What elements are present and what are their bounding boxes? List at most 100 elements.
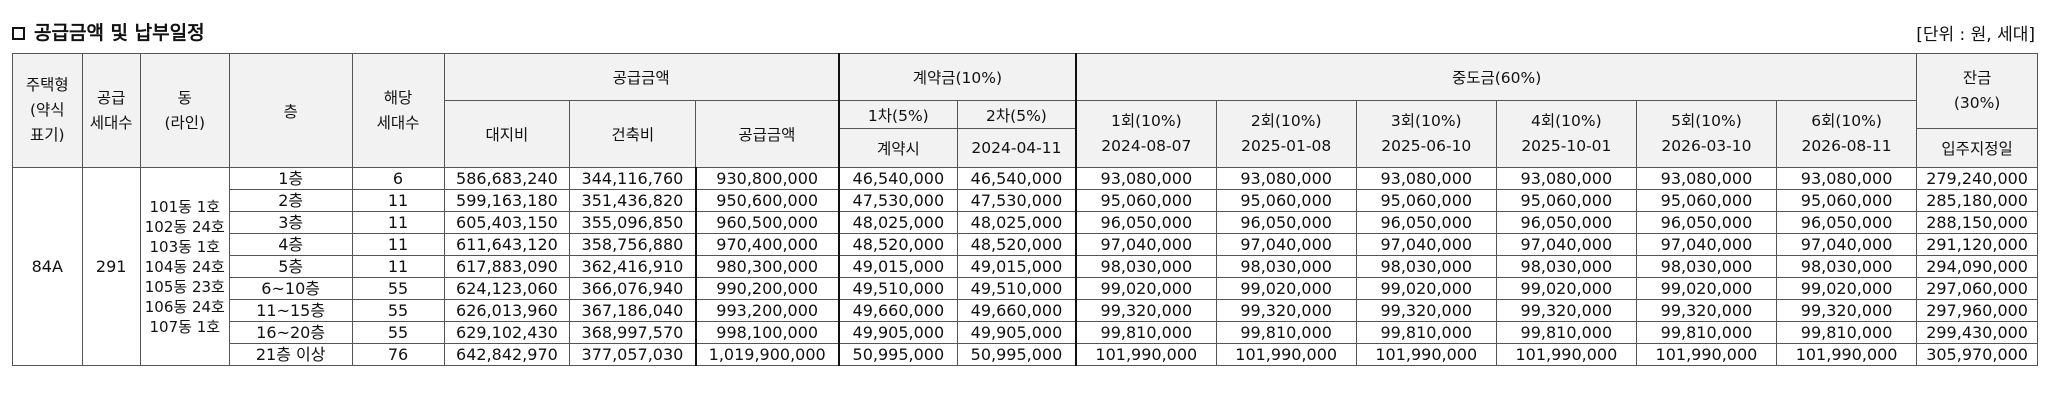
cell-supply-total: 930,800,000	[694, 167, 840, 190]
cell-floor: 6~10층	[228, 277, 353, 300]
cell-deposit-2: 48,025,000	[956, 211, 1078, 234]
cell-deposit-1: 48,520,000	[837, 233, 958, 256]
col-deposit-group: 계약금(10%)	[837, 53, 1078, 101]
cell-units: 55	[351, 321, 445, 344]
cell-interim-4: 93,080,000	[1495, 167, 1637, 190]
cell-interim-3: 99,810,000	[1355, 321, 1497, 344]
cell-supply-total: 998,100,000	[694, 321, 840, 344]
cell-interim-2: 96,050,000	[1215, 211, 1357, 234]
cell-interim-1: 101,990,000	[1075, 343, 1217, 366]
cell-interim-6: 99,020,000	[1775, 277, 1918, 300]
cell-floor: 3층	[228, 211, 353, 234]
cell-balance: 297,960,000	[1916, 299, 2038, 322]
cell-building: 366,076,940	[569, 277, 697, 300]
cell-building: 355,096,850	[569, 211, 697, 234]
cell-interim-4: 99,020,000	[1495, 277, 1637, 300]
cell-balance: 288,150,000	[1916, 211, 2038, 234]
table-row: 3층 11 605,403,150 355,096,850 960,500,000 48,…	[13, 211, 2038, 234]
cell-balance: 297,060,000	[1916, 277, 2038, 300]
col-balance: 잔금 (30%)	[1916, 53, 2038, 129]
cell-supply-total: 960,500,000	[694, 211, 840, 234]
cell-interim-1: 99,320,000	[1075, 299, 1217, 322]
cell-interim-4: 99,810,000	[1495, 321, 1637, 344]
cell-units: 55	[351, 277, 445, 300]
cell-interim-5: 95,060,000	[1635, 189, 1778, 212]
cell-interim-6: 97,040,000	[1775, 233, 1918, 256]
col-supply-amount-group: 공급금액	[443, 53, 840, 101]
cell-building: 351,436,820	[569, 189, 697, 212]
cell-interim-5: 97,040,000	[1635, 233, 1778, 256]
cell-interim-2: 93,080,000	[1215, 167, 1357, 190]
col-units: 해당 세대수	[351, 53, 445, 168]
col-interim-group: 중도금(60%)	[1075, 53, 1918, 101]
cell-interim-1: 97,040,000	[1075, 233, 1217, 256]
col-floor: 층	[228, 53, 353, 168]
cell-floor: 11~15층	[228, 299, 353, 322]
cell-supply-total: 1,019,900,000	[694, 343, 840, 366]
cell-deposit-1: 49,510,000	[837, 277, 958, 300]
col-interim-2: 2회(10%) 2025-01-08	[1215, 100, 1357, 168]
cell-interim-3: 98,030,000	[1355, 255, 1497, 278]
cell-land: 624,123,060	[443, 277, 571, 300]
cell-land: 642,842,970	[443, 343, 571, 366]
col-land: 대지비	[443, 100, 571, 168]
col-dong: 동 (라인)	[139, 53, 230, 168]
cell-deposit-1: 48,025,000	[837, 211, 958, 234]
cell-floor: 21층 이상	[228, 343, 353, 366]
cell-deposit-2: 50,995,000	[956, 343, 1078, 366]
cell-units: 11	[351, 233, 445, 256]
cell-building: 358,756,880	[569, 233, 697, 256]
cell-interim-4: 101,990,000	[1495, 343, 1637, 366]
unit-note: [단위 : 원, 세대]	[1916, 25, 2035, 45]
cell-floor: 4층	[228, 233, 353, 256]
cell-dong-lines: 101동 1호 102동 24호 103동 1호 104동 24호 105동 23호 10…	[139, 167, 230, 366]
col-supply-households: 공급 세대수	[81, 53, 141, 168]
col-balance-when: 입주지정일	[1916, 128, 2038, 168]
cell-interim-6: 96,050,000	[1775, 211, 1918, 234]
col-building: 건축비	[569, 100, 697, 168]
cell-balance: 294,090,000	[1916, 255, 2038, 278]
cell-land: 617,883,090	[443, 255, 571, 278]
col-interim-5: 5회(10%) 2026-03-10	[1635, 100, 1778, 168]
section-title: 공급금액 및 납부일정	[12, 18, 205, 45]
col-interim-4: 4회(10%) 2025-10-01	[1495, 100, 1637, 168]
cell-interim-6: 101,990,000	[1775, 343, 1918, 366]
cell-interim-4: 99,320,000	[1495, 299, 1637, 322]
cell-interim-2: 99,020,000	[1215, 277, 1357, 300]
cell-floor: 5층	[228, 255, 353, 278]
col-deposit-1: 1차(5%)	[837, 100, 958, 129]
cell-units: 76	[351, 343, 445, 366]
cell-land: 599,163,180	[443, 189, 571, 212]
cell-interim-1: 93,080,000	[1075, 167, 1217, 190]
cell-interim-5: 93,080,000	[1635, 167, 1778, 190]
cell-interim-5: 99,020,000	[1635, 277, 1778, 300]
cell-deposit-2: 48,520,000	[956, 233, 1078, 256]
cell-interim-2: 98,030,000	[1215, 255, 1357, 278]
cell-deposit-1: 49,905,000	[837, 321, 958, 344]
cell-deposit-1: 49,015,000	[837, 255, 958, 278]
section-title-text: 공급금액 및 납부일정	[34, 22, 205, 44]
cell-interim-6: 98,030,000	[1775, 255, 1918, 278]
payment-schedule-table: 주택형 (약식 표기) 공급 세대수 동 (라인) 층 해당 세대수 공급금액 계약금(1…	[12, 53, 2038, 366]
cell-deposit-2: 49,015,000	[956, 255, 1078, 278]
col-deposit-1-when: 계약시	[837, 128, 958, 168]
cell-interim-4: 96,050,000	[1495, 211, 1637, 234]
cell-building: 344,116,760	[569, 167, 697, 190]
cell-interim-6: 93,080,000	[1775, 167, 1918, 190]
col-supply-total: 공급금액	[695, 100, 840, 168]
cell-interim-3: 93,080,000	[1355, 167, 1497, 190]
cell-interim-1: 95,060,000	[1075, 189, 1217, 212]
cell-floor: 2층	[228, 189, 353, 212]
cell-supply-total: 990,200,000	[694, 277, 840, 300]
cell-interim-1: 98,030,000	[1075, 255, 1217, 278]
cell-interim-5: 99,810,000	[1635, 321, 1778, 344]
cell-deposit-2: 49,905,000	[956, 321, 1078, 344]
table-row: 16~20층 55 629,102,430 368,997,570 998,100,00…	[13, 321, 2038, 344]
table-row: 21층 이상 76 642,842,970 377,057,030 1,019,900,…	[13, 343, 2038, 366]
cell-building: 367,186,040	[569, 299, 697, 322]
cell-interim-2: 99,320,000	[1215, 299, 1357, 322]
table-row: 84A 291 101동 1호 102동 24호 103동 1호 104동 24호 105동…	[12, 167, 2038, 366]
cell-units: 6	[351, 167, 445, 190]
cell-land: 611,643,120	[443, 233, 571, 256]
cell-interim-1: 99,020,000	[1075, 277, 1217, 300]
